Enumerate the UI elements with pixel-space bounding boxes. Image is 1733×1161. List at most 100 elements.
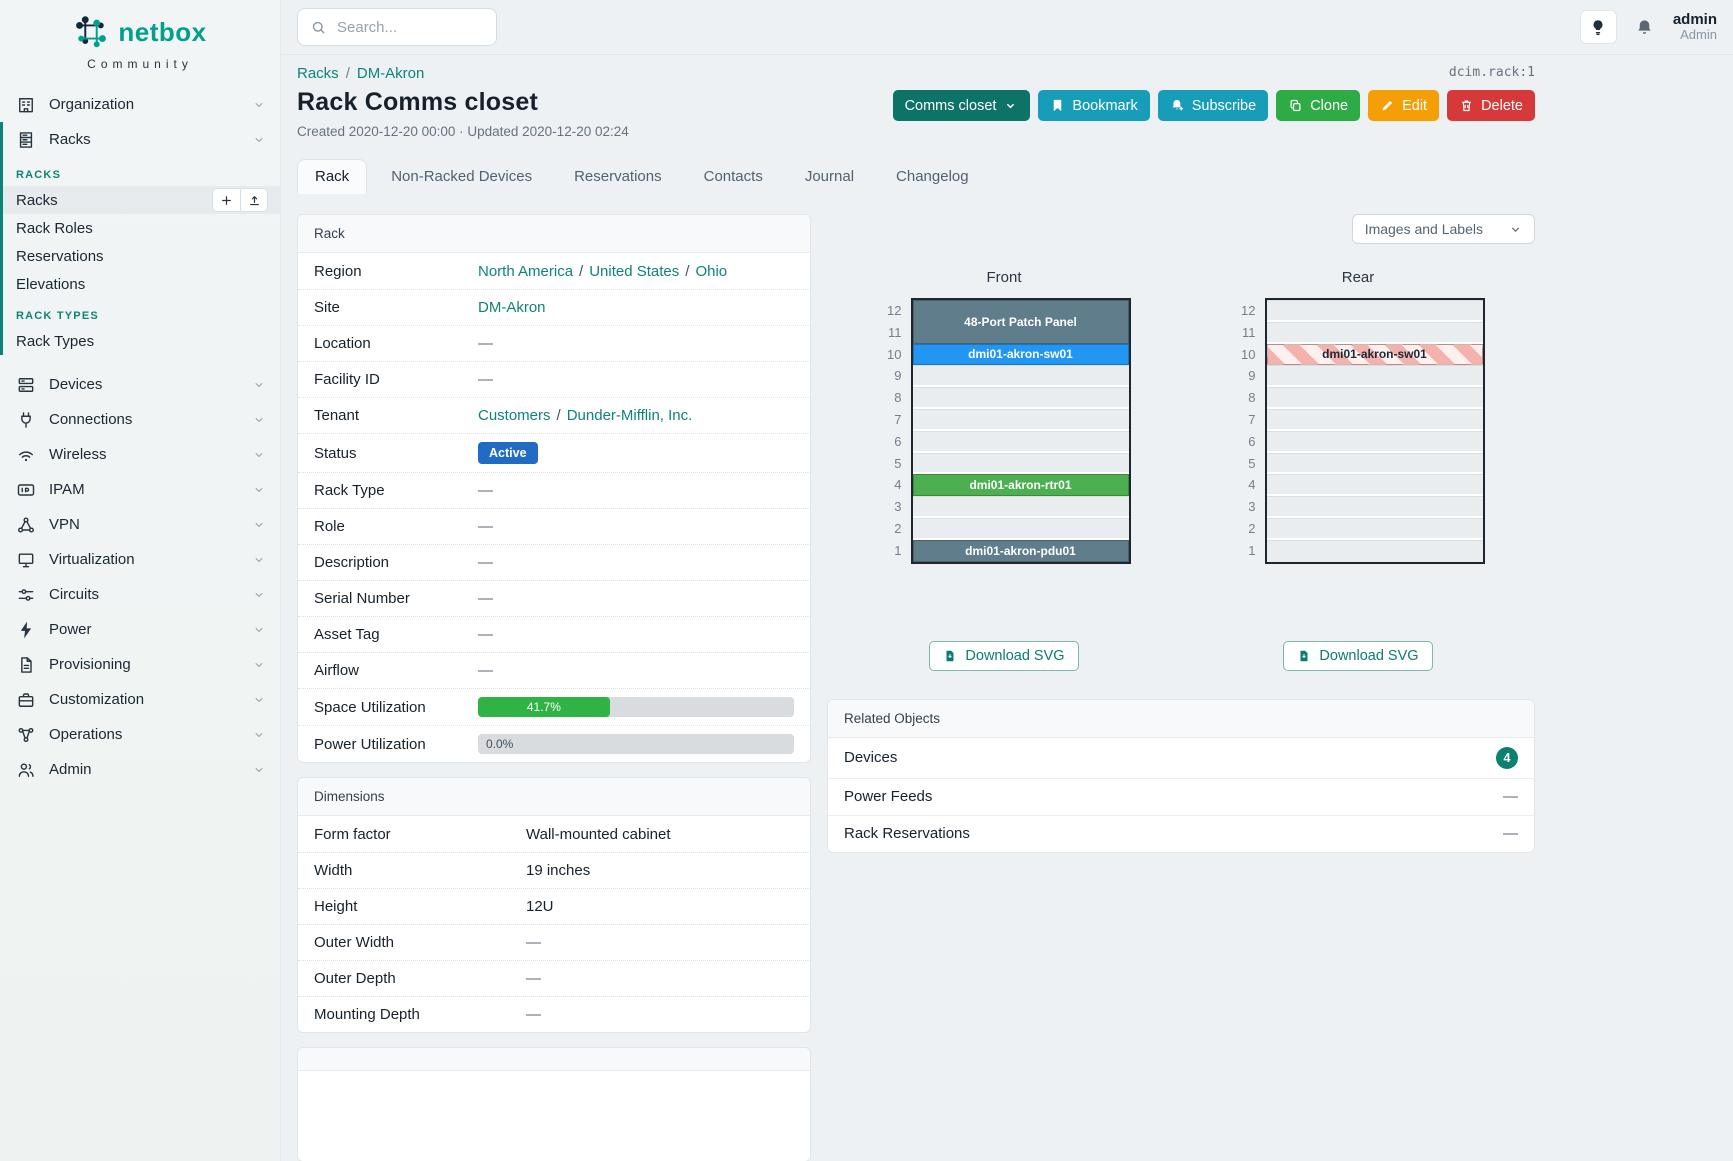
rack-unit-empty-rear-u7[interactable] [1266,408,1483,431]
row-site: Site DM-Akron [298,289,810,325]
sidebar-link-reservations[interactable]: Reservations [16,247,104,265]
sidebar-item-organization[interactable]: Organization [0,87,280,122]
sidebar-item-virtualization[interactable]: Virtualization [0,542,280,577]
pencil-icon [1380,98,1395,113]
front-elevation: Front 12 11 10 9 8 7 6 5 4 3 2 1 48-Port Patch Pane… [827,269,1181,671]
user-role: Admin [1680,27,1717,43]
lightbulb-icon [1589,18,1607,36]
theme-toggle-button[interactable] [1579,10,1617,44]
user-menu[interactable]: admin Admin [1673,11,1717,43]
rack-unit-empty-rear-u4[interactable] [1266,474,1483,497]
edit-button[interactable]: Edit [1368,90,1440,121]
tab-contacts[interactable]: Contacts [703,168,763,185]
rack-unit-empty-front-u5[interactable] [912,452,1129,475]
rack-unit-empty-rear-u8[interactable] [1266,387,1483,409]
rack-unit-empty-front-u8[interactable] [912,387,1129,409]
sidebar-link-rack-roles[interactable]: Rack Roles [16,219,93,237]
rack-device-dmi01-akron-pdu01-front[interactable]: dmi01-akron-pdu01 [912,539,1129,562]
tenant-group-link[interactable]: Customers [478,407,551,424]
sidebar-item-racks[interactable]: Racks [3,122,280,157]
row-location: Location — [298,325,810,361]
tab-rack[interactable]: Rack [297,159,368,194]
tab-changelog[interactable]: Changelog [896,168,969,185]
sidebar: netbox Community Organization Racks RACK… [0,0,281,1161]
chevron-down-icon [252,448,266,462]
sidebar-nav: Organization Racks RACKS Racks Rack Roles R… [0,87,280,787]
sidebar-item-devices[interactable]: Devices [0,367,280,402]
action-buttons: Comms closet Bookmark Subscribe Clone [892,90,1535,121]
sidebar-item-wireless[interactable]: Wireless [0,437,280,472]
breadcrumb-racks[interactable]: Racks [297,65,339,82]
region-link-2[interactable]: United States [589,262,680,280]
rack-unit-empty-front-u6[interactable] [912,430,1129,453]
sidebar-link-rack-types[interactable]: Rack Types [16,332,95,350]
rack-device-dmi01-akron-sw01-rear[interactable]: dmi01-akron-sw01 [1266,343,1483,366]
sidebar-item-admin[interactable]: Admin [0,752,280,787]
sidebar-item-connections[interactable]: Connections [0,402,280,437]
file-download-icon [1297,649,1311,663]
subscribe-button[interactable]: Subscribe [1157,90,1269,121]
rack-unit-empty-rear-u6[interactable] [1266,430,1483,453]
elevation-display-select[interactable]: Images and Labels [1351,214,1535,244]
download-svg-rear-button[interactable]: Download SVG [1283,640,1433,671]
rack-unit-empty-rear-u1[interactable] [1266,539,1483,562]
rack-unit-empty-front-u9[interactable] [912,365,1129,388]
upload-button[interactable] [240,189,267,211]
racks-icon [16,130,36,150]
operations-icon [16,725,36,745]
tenant-link[interactable]: Dunder-Mifflin, Inc. [566,407,693,424]
delete-button[interactable]: Delete [1447,90,1535,121]
breadcrumb-site[interactable]: DM-Akron [356,65,425,82]
region-link-3[interactable]: Ohio [695,262,728,280]
search-box[interactable] [297,8,497,46]
rack-unit-empty-rear-u3[interactable] [1266,496,1483,518]
notifications-button[interactable] [1631,13,1659,41]
search-input[interactable] [337,18,484,36]
rack-unit-empty-rear-u2[interactable] [1266,517,1483,540]
main-area: admin Admin Racks/DM-Akron dcim.rack:1 R… [281,0,1733,1161]
related-row-power-feeds[interactable]: Power Feeds — [828,777,1534,815]
region-link-1[interactable]: North America [478,262,574,280]
tab-non-racked-devices[interactable]: Non-Racked Devices [391,168,533,185]
sidebar-item-vpn[interactable]: VPN [0,507,280,542]
dimensions-card-title: Dimensions [298,778,810,816]
top-bar: admin Admin [281,0,1733,55]
location-dropdown-button[interactable]: Comms closet [892,90,1031,121]
download-svg-front-button[interactable]: Download SVG [929,640,1079,671]
tab-journal[interactable]: Journal [804,168,855,185]
rack-unit-empty-rear-u12[interactable] [1266,300,1483,322]
rack-unit-empty-front-u2[interactable] [912,517,1129,540]
sidebar-link-elevations[interactable]: Elevations [16,275,86,293]
rack-unit-empty-front-u3[interactable] [912,496,1129,518]
rack-device-48-port-patch-panel-front[interactable]: 48-Port Patch Panel [912,300,1129,344]
rack-unit-empty-front-u7[interactable] [912,408,1129,431]
chevron-down-icon [252,553,266,567]
sidebar-item-power[interactable]: Power [0,612,280,647]
virtualization-icon [16,550,36,570]
plus-button[interactable] [213,189,240,211]
sidebar-item-customization[interactable]: Customization [0,682,280,717]
sidebar-link-racks[interactable]: Racks [3,186,280,214]
space-utilization-bar: 41.7% [478,697,794,717]
rack-unit-empty-rear-u5[interactable] [1266,452,1483,475]
rack-device-dmi01-akron-rtr01-front[interactable]: dmi01-akron-rtr01 [912,474,1129,497]
rack-elevations: Front 12 11 10 9 8 7 6 5 4 3 2 1 48-Port Patch Pane… [827,269,1535,671]
rack-unit-empty-rear-u9[interactable] [1266,365,1483,388]
sidebar-item-ipam[interactable]: IPAM [0,472,280,507]
related-row-rack-reservations[interactable]: Rack Reservations — [828,814,1534,852]
rear-unit-numbers: 12 11 10 9 8 7 6 5 4 3 2 1 [1241,303,1256,558]
tab-reservations[interactable]: Reservations [574,168,662,185]
related-row-devices[interactable]: Devices 4 [828,738,1534,778]
sidebar-item-operations[interactable]: Operations [0,717,280,752]
site-link[interactable]: DM-Akron [478,299,546,316]
clone-button[interactable]: Clone [1276,90,1361,121]
devices-icon [16,375,36,395]
rack-unit-empty-rear-u11[interactable] [1266,321,1483,344]
chevron-down-icon [252,658,266,672]
bookmark-button[interactable]: Bookmark [1038,90,1150,121]
sidebar-item-circuits[interactable]: Circuits [0,577,280,612]
logo[interactable]: netbox Community [0,0,280,73]
sidebar-item-provisioning[interactable]: Provisioning [0,647,280,682]
power-icon [16,620,36,640]
rack-device-dmi01-akron-sw01-front[interactable]: dmi01-akron-sw01 [912,343,1129,366]
